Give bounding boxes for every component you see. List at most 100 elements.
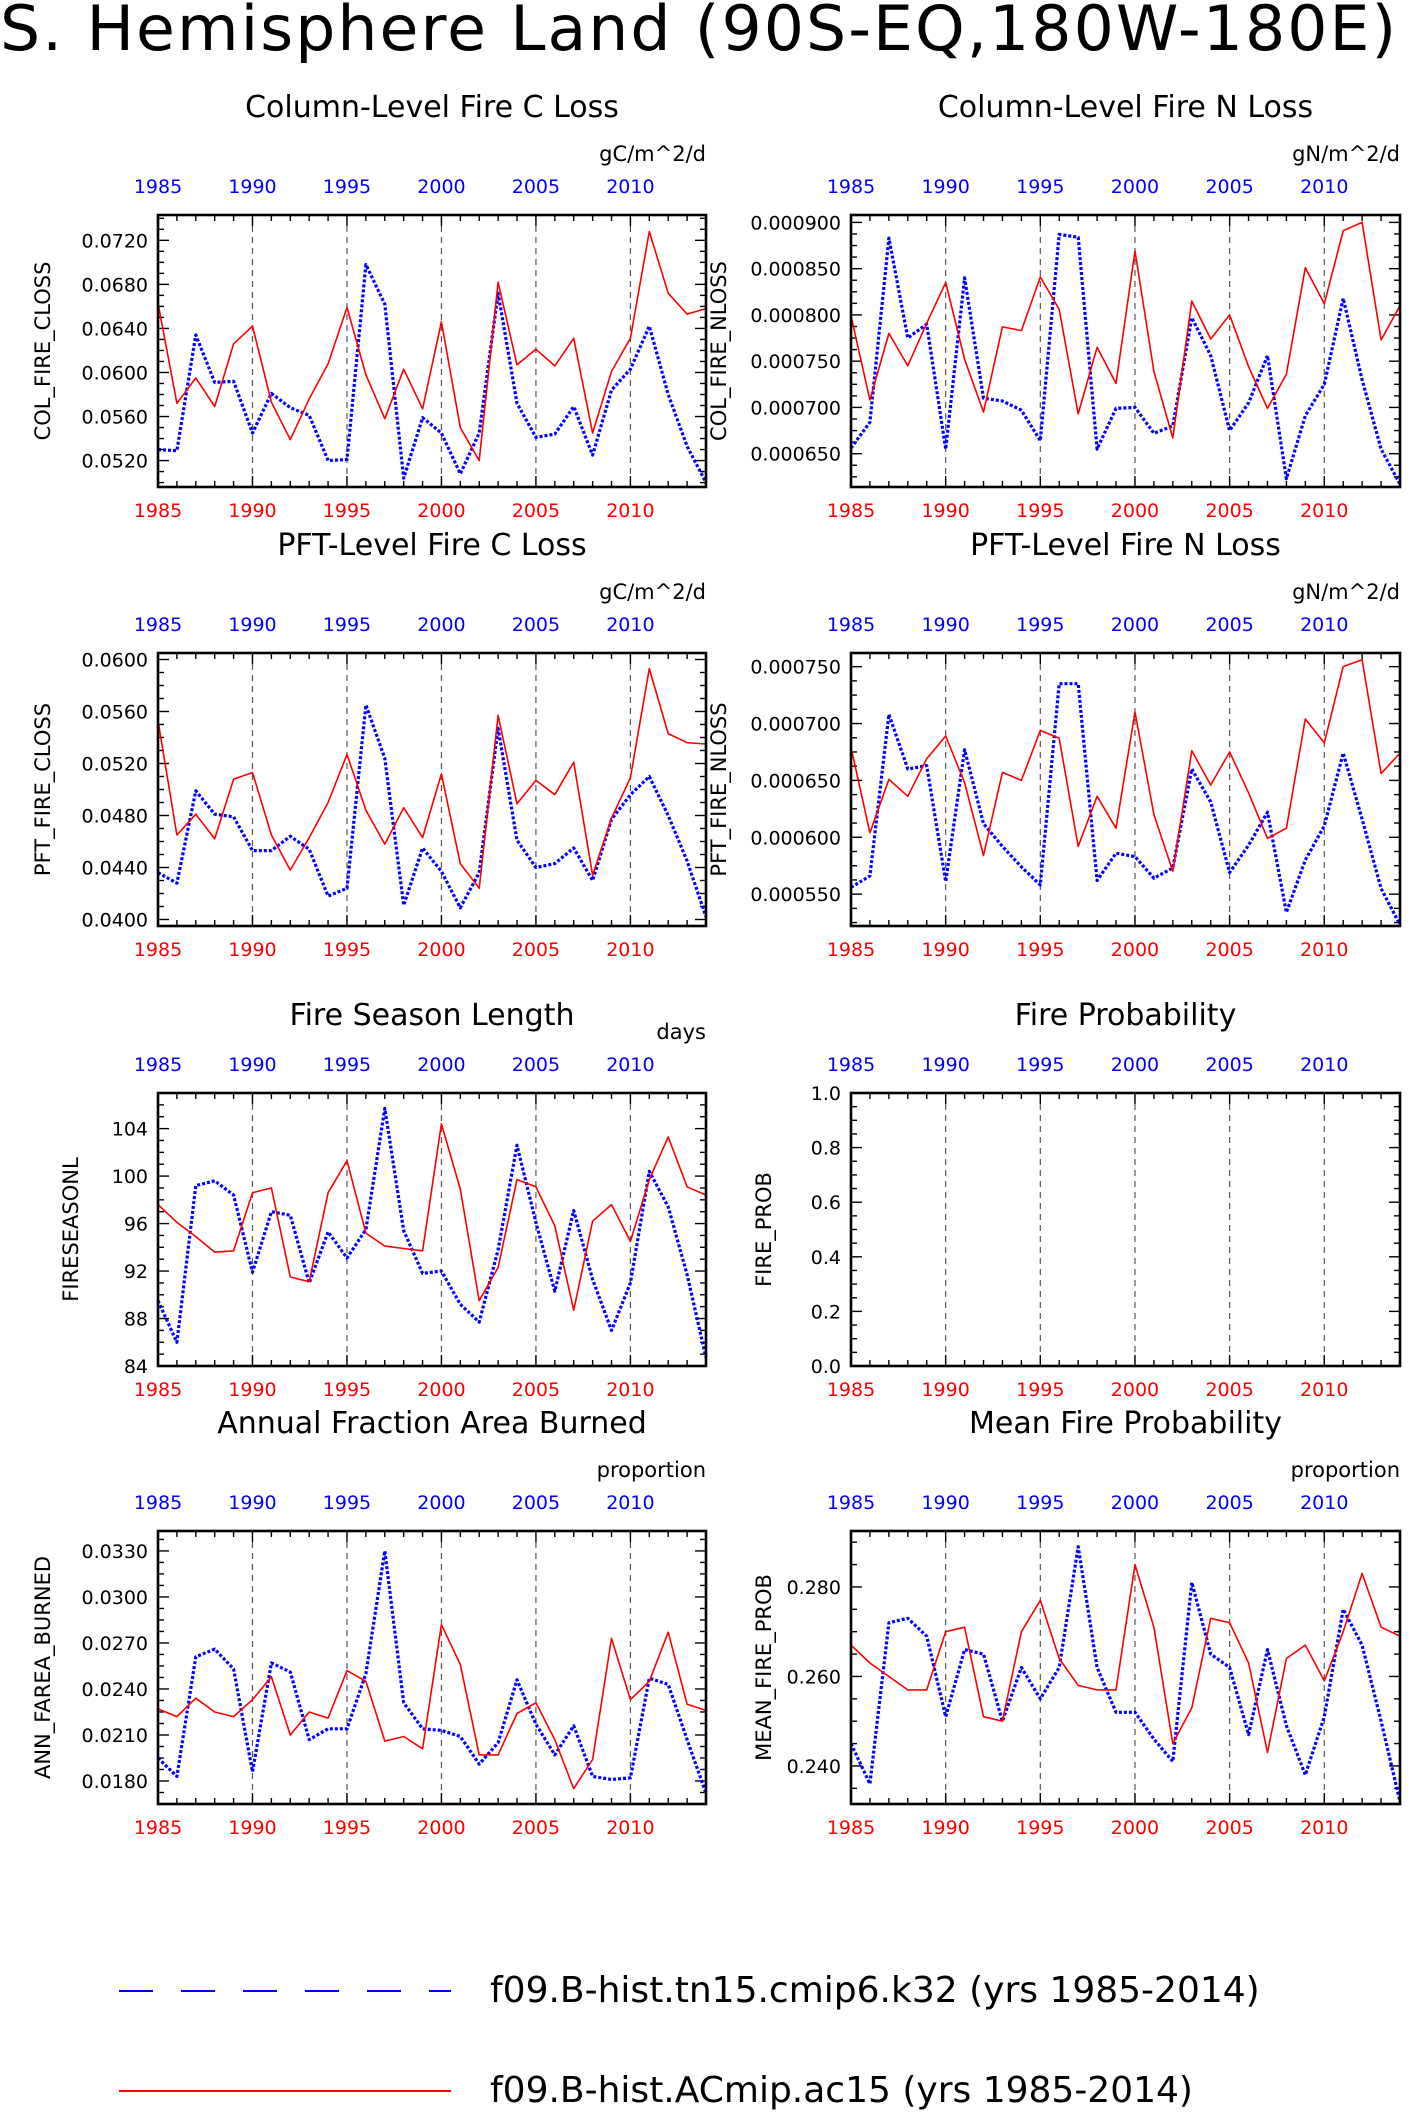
chart-6-y-tick-label: 0.6 (811, 1192, 841, 1214)
chart-6-y-tick-label: 0.8 (811, 1138, 841, 1160)
chart-6-x-tick-label-bottom: 2000 (1111, 1379, 1159, 1401)
chart-2-y-tick-label: 0.000850 (750, 259, 841, 281)
chart-5-series-red-line (157, 1123, 707, 1311)
chart-5-y-axis-label: FIRESEASONL (59, 1157, 83, 1302)
chart-2-x-tick-label-bottom: 1985 (827, 500, 875, 522)
chart-1-plot-frame (156, 213, 708, 489)
chart-7-y-tick-label: 0.0210 (82, 1725, 148, 1747)
chart-5-x-tick-label-top: 1990 (228, 1054, 276, 1076)
chart-1-x-tick-label-top: 2005 (512, 176, 560, 198)
chart-4-series-red-line (850, 658, 1401, 873)
chart-4-x-tick-label-top: 2000 (1111, 614, 1159, 636)
chart-7-y-tick-label: 0.0180 (82, 1771, 148, 1793)
chart-6-y-tick-label: 0.4 (811, 1247, 841, 1269)
chart-5-x-tick-label-top: 1985 (134, 1054, 182, 1076)
chart-4-x-tick-label-bottom: 2000 (1111, 939, 1159, 961)
chart-5-y-tick-label: 104 (112, 1119, 148, 1141)
chart-1-x-tick-label-bottom: 1995 (323, 500, 371, 522)
chart-8-y-tick-label: 0.260 (787, 1666, 841, 1688)
chart-7-x-tick-label-top: 2010 (606, 1492, 654, 1514)
chart-1-y-axis-label: COL_FIRE_CLOSS (31, 262, 56, 441)
chart-8-series-blue-line (849, 1545, 1402, 1803)
chart-8-x-tick-label-top: 1990 (921, 1492, 969, 1514)
chart-5-x-tick-label-top: 2005 (512, 1054, 560, 1076)
chart-7-y-axis-label: ANN_FAREA_BURNED (31, 1556, 56, 1779)
chart-1-x-tick-label-top: 1995 (323, 176, 371, 198)
chart-1-series-blue-line (157, 263, 708, 484)
chart-7-units: proportion (597, 1458, 706, 1482)
chart-6-x-tick-label-top: 1985 (827, 1054, 875, 1076)
chart-6-x-tick-label-top: 1995 (1016, 1054, 1064, 1076)
chart-1-y-tick-label: 0.0640 (82, 318, 148, 340)
chart-7-series-blue-line (156, 1549, 708, 1794)
chart-1-units: gC/m^2/d (599, 142, 706, 166)
chart-6-y-tick-label: 0.2 (811, 1301, 841, 1323)
chart-8-x-tick-label-bottom: 1990 (921, 1817, 969, 1839)
chart-8-plot-frame (849, 1529, 1402, 1806)
chart-7-y-tick-label: 0.0330 (82, 1541, 148, 1563)
chart-6-x-tick-label-bottom: 2010 (1300, 1379, 1348, 1401)
chart-6-y-axis-label: FIRE_PROB (752, 1172, 777, 1287)
chart-6-x-tick-label-bottom: 1985 (827, 1379, 875, 1401)
chart-1-y-tick-label: 0.0560 (82, 407, 148, 429)
chart-4-plot-frame (849, 651, 1402, 928)
chart-1-x-tick-label-top: 1990 (228, 176, 276, 198)
chart-4-y-tick-label: 0.000750 (750, 657, 841, 679)
chart-4-y-tick-label: 0.000550 (750, 884, 841, 906)
chart-3-x-tick-label-top: 1985 (134, 614, 182, 636)
chart-4-y-tick-label: 0.000600 (750, 827, 841, 849)
chart-1-x-tick-label-top: 2010 (606, 176, 654, 198)
chart-5-series-blue-line (156, 1106, 708, 1359)
chart-2-x-tick-label-bottom: 2000 (1111, 500, 1159, 522)
chart-5-x-tick-label-bottom: 1985 (134, 1379, 182, 1401)
legend-entry-1: f09.B-hist.tn15.cmip6.k32 (yrs 1985-2014… (490, 1970, 1260, 2011)
page-title: S. Hemisphere Land (90S-EQ,180W-180E) (0, 0, 1399, 65)
chart-2-y-tick-label: 0.000700 (750, 397, 841, 419)
chart-8-x-tick-label-top: 1995 (1016, 1492, 1064, 1514)
chart-2-x-tick-label-bottom: 2010 (1300, 500, 1348, 522)
chart-3-y-tick-label: 0.0440 (82, 858, 148, 880)
chart-7-x-tick-label-bottom: 2010 (606, 1817, 654, 1839)
chart-4-x-tick-label-bottom: 1985 (827, 939, 875, 961)
chart-1-x-tick-label-bottom: 1985 (134, 500, 182, 522)
chart-6-y-tick-label: 0.0 (811, 1356, 841, 1378)
chart-4-x-tick-label-bottom: 1990 (921, 939, 969, 961)
chart-7-x-tick-label-top: 2000 (417, 1492, 465, 1514)
chart-4-series-blue-line (850, 682, 1402, 926)
chart-6-title: Fire Probability (1015, 998, 1237, 1033)
chart-7-y-tick-label: 0.0300 (82, 1587, 148, 1609)
chart-8-y-tick-label: 0.280 (787, 1577, 841, 1599)
chart-4-y-tick-label: 0.000700 (750, 714, 841, 736)
chart-5-plot-frame (156, 1091, 708, 1368)
chart-5-y-tick-label: 88 (124, 1309, 148, 1331)
chart-3-y-tick-label: 0.0480 (82, 806, 148, 828)
chart-1-y-tick-label: 0.0520 (82, 451, 148, 473)
chart-3-x-tick-label-bottom: 1990 (228, 939, 276, 961)
chart-4-x-tick-label-bottom: 1995 (1016, 939, 1064, 961)
chart-7-x-tick-label-top: 1995 (323, 1492, 371, 1514)
chart-4-x-tick-label-top: 2005 (1205, 614, 1253, 636)
chart-6-x-tick-label-top: 2005 (1205, 1054, 1253, 1076)
chart-1-y-tick-label: 0.0600 (82, 362, 148, 384)
chart-3-y-tick-label: 0.0600 (82, 650, 148, 672)
chart-8-x-tick-label-bottom: 2010 (1300, 1817, 1348, 1839)
chart-5-x-tick-label-bottom: 2010 (606, 1379, 654, 1401)
chart-6-plot-frame (849, 1091, 1402, 1368)
chart-5-x-tick-label-bottom: 1990 (228, 1379, 276, 1401)
chart-7-plot-frame (156, 1529, 708, 1806)
chart-5-y-tick-label: 92 (124, 1261, 148, 1283)
chart-5-y-tick-label: 84 (124, 1356, 148, 1378)
chart-5-title: Fire Season Length (290, 998, 575, 1033)
chart-1-x-tick-label-top: 1985 (134, 176, 182, 198)
chart-2-title: Column-Level Fire N Loss (938, 90, 1313, 125)
chart-6-x-tick-label-top: 1990 (921, 1054, 969, 1076)
chart-2-x-tick-label-top: 1995 (1016, 176, 1064, 198)
chart-3-x-tick-label-top: 1990 (228, 614, 276, 636)
chart-2-plot-frame (849, 213, 1402, 489)
chart-3-y-tick-label: 0.0400 (82, 910, 148, 932)
chart-8-x-tick-label-top: 2000 (1111, 1492, 1159, 1514)
chart-7-x-tick-label-bottom: 2005 (512, 1817, 560, 1839)
chart-1-x-tick-label-top: 2000 (417, 176, 465, 198)
chart-6-x-tick-label-bottom: 1995 (1016, 1379, 1064, 1401)
chart-6-x-tick-label-top: 2010 (1300, 1054, 1348, 1076)
